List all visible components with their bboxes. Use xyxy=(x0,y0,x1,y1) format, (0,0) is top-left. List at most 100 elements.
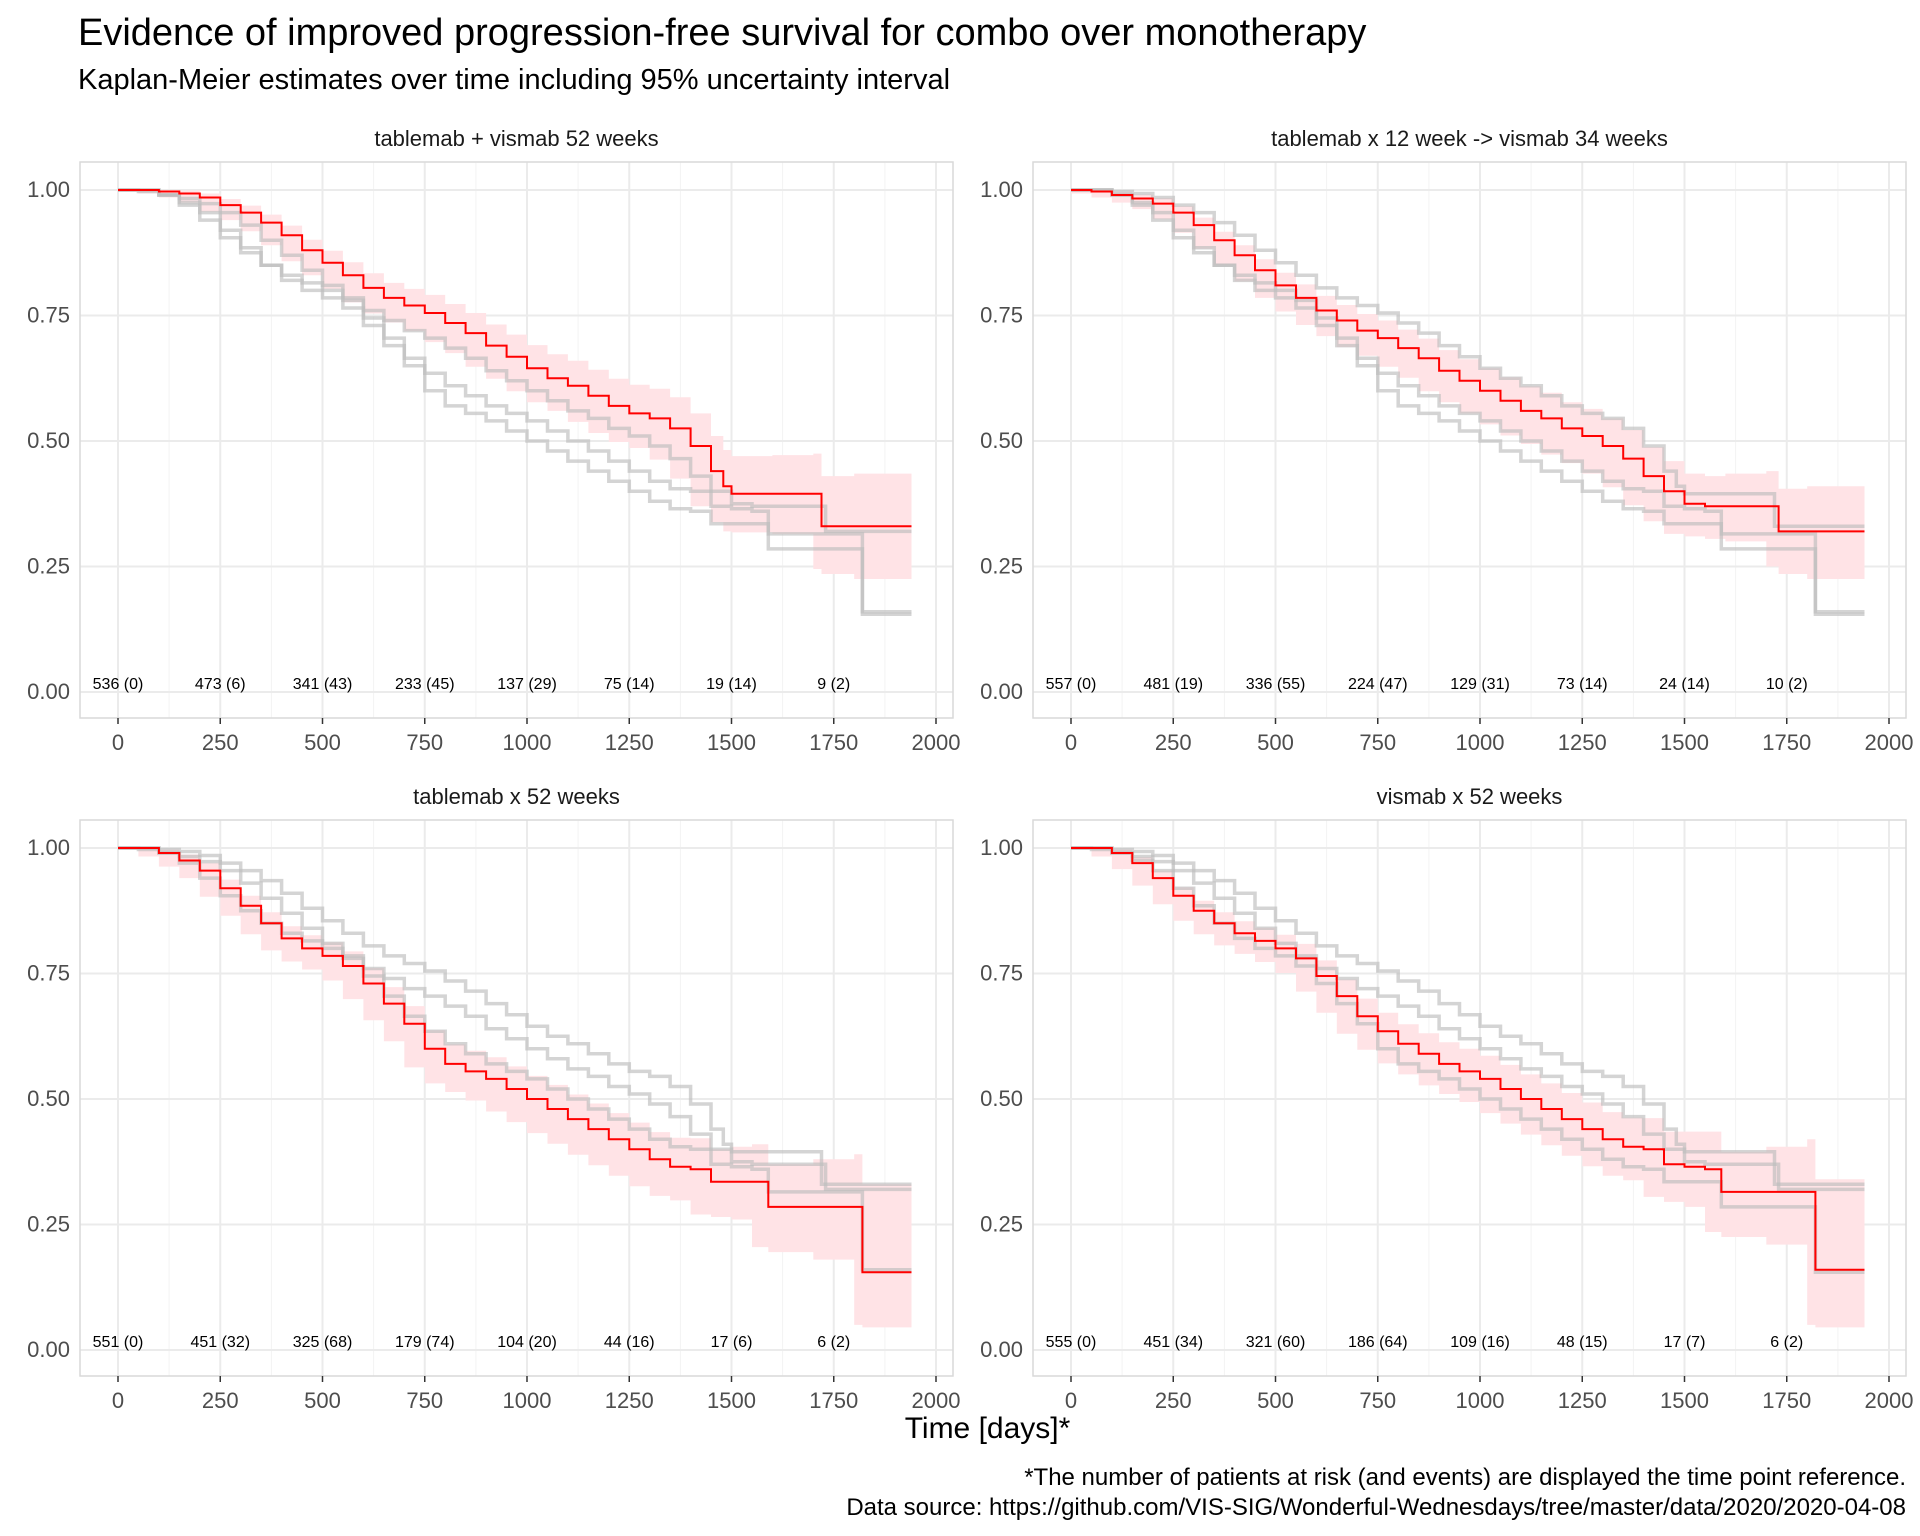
x-tick-label: 500 xyxy=(304,1388,341,1413)
background-survival-curve xyxy=(1071,188,1865,614)
y-tick-label: 0.25 xyxy=(27,554,70,579)
risk-table-label: 341 (43) xyxy=(293,676,353,693)
risk-table-label: 19 (14) xyxy=(706,676,757,693)
chart-subtitle: Kaplan-Meier estimates over time includi… xyxy=(78,64,951,96)
risk-table-label: 109 (16) xyxy=(1450,1334,1510,1351)
risk-table-label: 73 (14) xyxy=(1557,676,1608,693)
risk-table-label: 233 (45) xyxy=(395,676,455,693)
x-tick-label: 0 xyxy=(112,730,124,755)
x-tick-label: 250 xyxy=(202,1388,239,1413)
panel-border xyxy=(79,819,954,1377)
x-tick-label: 1500 xyxy=(1660,1388,1709,1413)
highlight-survival-curve xyxy=(118,189,912,528)
y-tick-label: 0.75 xyxy=(980,303,1023,328)
risk-table-label: 24 (14) xyxy=(1659,676,1710,693)
x-tick-label: 1000 xyxy=(1456,1388,1505,1413)
risk-table-label: 129 (31) xyxy=(1450,676,1510,693)
x-tick-label: 1500 xyxy=(1660,730,1709,755)
x-tick-label: 0 xyxy=(1065,1388,1077,1413)
risk-table-label: 137 (29) xyxy=(497,676,557,693)
x-tick-label: 250 xyxy=(1155,730,1192,755)
risk-table-label: 10 (2) xyxy=(1766,676,1808,693)
y-tick-label: 0.00 xyxy=(980,679,1023,704)
background-survival-curve xyxy=(1071,846,1865,1192)
y-tick-label: 1.00 xyxy=(980,177,1023,202)
panel-title: tablemab x 52 weeks xyxy=(413,784,620,809)
x-tick-label: 250 xyxy=(1155,1388,1192,1413)
chart-title: Evidence of improved progression-free su… xyxy=(78,12,1367,54)
risk-table-label: 451 (34) xyxy=(1143,1334,1203,1351)
x-tick-label: 1500 xyxy=(707,1388,756,1413)
x-tick-label: 1750 xyxy=(1762,1388,1811,1413)
risk-table-label: 44 (16) xyxy=(604,1334,655,1351)
y-tick-label: 1.00 xyxy=(980,835,1023,860)
footnote-data-source: Data source: https://github.com/VIS-SIG/… xyxy=(846,1494,1906,1521)
x-tick-label: 1750 xyxy=(1762,730,1811,755)
risk-table-label: 17 (7) xyxy=(1664,1334,1706,1351)
panel-border xyxy=(1032,819,1907,1377)
x-tick-label: 500 xyxy=(304,730,341,755)
footnote-risk-note: *The number of patients at risk (and eve… xyxy=(1024,1464,1906,1491)
km-panel: tablemab x 52 weeks 0.00 0.25 0.50 0.75 1.00 0… xyxy=(27,784,960,1413)
risk-table-label: 325 (68) xyxy=(293,1334,353,1351)
panel-title: tablemab + vismab 52 weeks xyxy=(374,126,658,151)
highlight-survival-curve xyxy=(1071,189,1865,533)
risk-table-label: 551 (0) xyxy=(93,1334,144,1351)
x-tick-label: 2000 xyxy=(1865,730,1914,755)
risk-table-label: 6 (2) xyxy=(1770,1334,1803,1351)
x-tick-label: 1000 xyxy=(1456,730,1505,755)
background-survival-curve xyxy=(1071,188,1865,529)
y-tick-label: 1.00 xyxy=(27,177,70,202)
x-tick-label: 250 xyxy=(202,730,239,755)
y-tick-label: 0.00 xyxy=(980,1337,1023,1362)
risk-table-label: 104 (20) xyxy=(497,1334,557,1351)
background-survival-curve xyxy=(118,188,912,534)
x-tick-label: 2000 xyxy=(1865,1388,1914,1413)
y-tick-label: 0.50 xyxy=(27,428,70,453)
x-tick-label: 750 xyxy=(406,730,443,755)
x-tick-label: 750 xyxy=(1359,1388,1396,1413)
x-tick-label: 1250 xyxy=(605,730,654,755)
risk-table-label: 186 (64) xyxy=(1348,1334,1408,1351)
y-tick-label: 0.50 xyxy=(980,428,1023,453)
y-tick-label: 0.50 xyxy=(980,1086,1023,1111)
panel-border xyxy=(1032,161,1907,719)
y-tick-label: 1.00 xyxy=(27,835,70,860)
y-tick-label: 0.75 xyxy=(27,961,70,986)
confidence-ribbon xyxy=(118,848,912,1328)
risk-table-label: 473 (6) xyxy=(195,676,246,693)
x-tick-label: 2000 xyxy=(912,730,961,755)
risk-table-label: 451 (32) xyxy=(190,1334,250,1351)
highlight-survival-curve xyxy=(118,847,912,1274)
y-tick-label: 0.50 xyxy=(27,1086,70,1111)
risk-table-label: 481 (19) xyxy=(1143,676,1203,693)
risk-table-label: 321 (60) xyxy=(1246,1334,1306,1351)
y-tick-label: 0.00 xyxy=(27,1337,70,1362)
background-survival-curve xyxy=(118,846,912,1192)
x-tick-label: 1750 xyxy=(809,730,858,755)
x-tick-label: 750 xyxy=(406,1388,443,1413)
risk-table-label: 75 (14) xyxy=(604,676,655,693)
risk-table-label: 17 (6) xyxy=(711,1334,753,1351)
x-tick-label: 1250 xyxy=(1558,1388,1607,1413)
panel-title: tablemab x 12 week -> vismab 34 weeks xyxy=(1271,126,1668,151)
highlight-survival-curve xyxy=(1071,847,1865,1271)
x-tick-label: 500 xyxy=(1257,730,1294,755)
risk-table-label: 336 (55) xyxy=(1246,676,1306,693)
background-survival-curve xyxy=(118,188,912,616)
panel-title: vismab x 52 weeks xyxy=(1377,784,1563,809)
km-panel: vismab x 52 weeks 0.00 0.25 0.50 0.75 1.00 0 25… xyxy=(980,784,1913,1413)
y-tick-label: 0.75 xyxy=(980,961,1023,986)
confidence-ribbon xyxy=(118,190,912,579)
x-tick-label: 1750 xyxy=(809,1388,858,1413)
background-survival-curve xyxy=(118,846,912,1272)
risk-table-label: 536 (0) xyxy=(93,676,144,693)
risk-table-label: 179 (74) xyxy=(395,1334,455,1351)
x-tick-label: 2000 xyxy=(912,1388,961,1413)
background-survival-curve xyxy=(118,188,912,614)
risk-table-label: 224 (47) xyxy=(1348,676,1408,693)
x-tick-label: 1000 xyxy=(503,1388,552,1413)
risk-table-label: 557 (0) xyxy=(1046,676,1097,693)
risk-table-label: 555 (0) xyxy=(1046,1334,1097,1351)
